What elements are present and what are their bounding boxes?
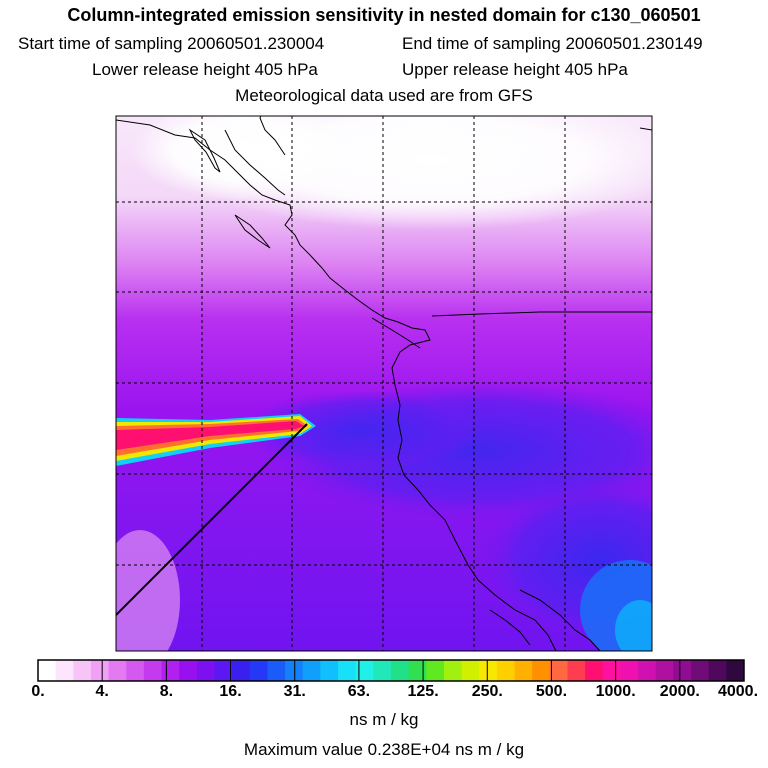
- colorbar-swatch: [38, 660, 57, 681]
- colorbar-swatch: [373, 660, 392, 681]
- colorbar-swatch: [602, 660, 621, 681]
- colorbar-swatch: [355, 660, 374, 681]
- colorbar-swatch: [90, 660, 110, 681]
- colorbar-swatch: [691, 660, 710, 681]
- sampling-end: End time of sampling 20060501.230149: [402, 34, 703, 53]
- colorbar-tick-label: 8.: [159, 683, 174, 700]
- colorbar-swatch: [532, 660, 551, 681]
- colorbar-swatch: [55, 660, 74, 681]
- colorbar-swatch: [408, 660, 427, 681]
- colorbar-swatch: [655, 660, 674, 681]
- colorbar-swatch: [338, 660, 357, 681]
- emission-plume: [116, 414, 316, 466]
- coastlines: [116, 116, 652, 651]
- colorbar-tick-label: 63.: [347, 683, 371, 700]
- upper-release-height: Upper release height 405 hPa: [402, 60, 628, 79]
- colorbar-swatch: [285, 660, 304, 681]
- lower-release-height: Lower release height 405 hPa: [92, 60, 318, 79]
- colorbar-tick-label: 4000.: [717, 683, 759, 700]
- map-frame: [115, 115, 653, 652]
- back-trajectory-line: [116, 423, 308, 616]
- colorbar-swatch: [108, 660, 127, 681]
- colorbar-swatch: [179, 660, 198, 681]
- colorbar-swatch: [426, 660, 445, 681]
- colorbar-swatch: [214, 660, 233, 681]
- colorbar: [38, 660, 745, 681]
- colorbar-swatch: [567, 660, 586, 681]
- colorbar-swatch: [479, 660, 498, 681]
- lat-lon-grid: [116, 116, 652, 651]
- plot-title: Column-integrated emission sensitivity i…: [67, 5, 701, 25]
- colorbar-swatch: [461, 660, 480, 681]
- colorbar-tick-label: 0.: [31, 683, 45, 700]
- colorbar-tick-label: 4.: [95, 683, 109, 700]
- colorbar-swatch: [443, 660, 463, 681]
- colorbar-swatch: [708, 660, 727, 681]
- colorbar-units: ns m / kg: [349, 710, 419, 729]
- colorbar-tick-label: 500.: [535, 683, 568, 700]
- colorbar-swatch: [232, 660, 251, 681]
- sampling-start: Start time of sampling 20060501.230004: [18, 34, 325, 53]
- colorbar-swatch: [302, 660, 321, 681]
- colorbar-swatch: [391, 660, 410, 681]
- colorbar-swatch: [726, 660, 745, 681]
- colorbar-swatch: [161, 660, 180, 681]
- colorbar-tick-label: 250.: [471, 683, 503, 700]
- colorbar-swatch: [196, 660, 215, 681]
- colorbar-swatch: [126, 660, 145, 681]
- colorbar-swatch: [514, 660, 533, 681]
- map-field: [116, 116, 652, 651]
- colorbar-swatch: [673, 660, 692, 681]
- colorbar-swatch: [249, 660, 268, 681]
- colorbar-swatch: [620, 660, 639, 681]
- colorbar-swatch: [143, 660, 163, 681]
- maximum-value: Maximum value 0.238E+04 ns m / kg: [243, 740, 525, 759]
- colorbar-swatch: [73, 660, 92, 681]
- colorbar-swatch: [585, 660, 604, 681]
- colorbar-tick-label: 31.: [283, 683, 306, 700]
- colorbar-swatch: [267, 660, 286, 681]
- colorbar-tick-label: 2000.: [659, 683, 700, 700]
- colorbar-tick-label: 1000.: [595, 683, 636, 700]
- colorbar-swatch: [549, 660, 568, 681]
- colorbar-swatch: [496, 660, 516, 681]
- colorbar-swatch: [638, 660, 657, 681]
- colorbar-tick-label: 16.: [219, 683, 242, 700]
- colorbar-swatch: [320, 660, 339, 681]
- met-data-source: Meteorological data used are from GFS: [235, 86, 533, 105]
- colorbar-tick-label: 125.: [407, 683, 439, 700]
- colorbar-frame: [37, 659, 745, 682]
